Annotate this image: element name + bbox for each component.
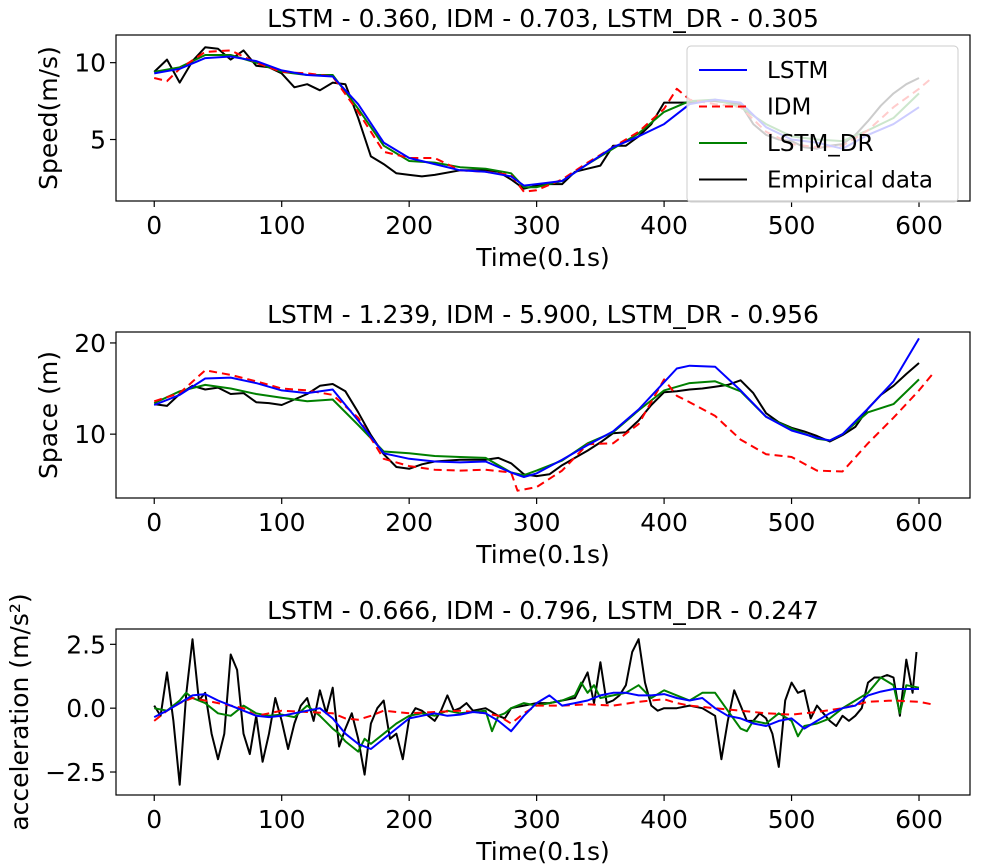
x-tick-label: 300 bbox=[513, 805, 561, 834]
subplot-title: LSTM - 1.239, IDM - 5.900, LSTM_DR - 0.9… bbox=[267, 300, 819, 329]
x-tick-label: 100 bbox=[258, 805, 306, 834]
subplot-3: LSTM - 0.666, IDM - 0.796, LSTM_DR - 0.2… bbox=[5, 593, 971, 866]
subplot-1: LSTM - 0.360, IDM - 0.703, LSTM_DR - 0.3… bbox=[34, 4, 971, 272]
y-tick-label: −2.5 bbox=[45, 758, 106, 787]
series-line-idm bbox=[153, 369, 933, 492]
x-tick-label: 400 bbox=[640, 508, 688, 537]
x-tick-label: 500 bbox=[768, 508, 816, 537]
x-tick-label: 300 bbox=[513, 211, 561, 240]
series-line-empirical-data bbox=[154, 362, 920, 478]
x-tick-label: 500 bbox=[768, 805, 816, 834]
series-line-lstm bbox=[153, 688, 919, 750]
legend: LSTM IDM LSTM_DR Empirical data bbox=[686, 45, 959, 203]
legend-label: IDM bbox=[767, 95, 811, 121]
series-line-empirical-data bbox=[153, 638, 918, 786]
y-tick-label: 20 bbox=[74, 329, 106, 358]
y-axis-label: Space (m) bbox=[34, 351, 63, 479]
x-tick-label: 100 bbox=[258, 508, 306, 537]
subplot-2: LSTM - 1.239, IDM - 5.900, LSTM_DR - 0.9… bbox=[34, 300, 971, 569]
legend-box bbox=[686, 45, 959, 203]
legend-label: Empirical data bbox=[767, 168, 933, 194]
x-tick-label: 200 bbox=[385, 805, 433, 834]
y-tick-label: 2.5 bbox=[66, 630, 106, 659]
x-tick-label: 200 bbox=[385, 211, 433, 240]
x-tick-label: 600 bbox=[895, 211, 943, 240]
x-tick-label: 400 bbox=[640, 805, 688, 834]
x-tick-label: 100 bbox=[258, 211, 306, 240]
x-tick-label: 0 bbox=[146, 805, 162, 834]
x-axis-label: Time(0.1s) bbox=[475, 540, 609, 569]
legend-label: LSTM_DR bbox=[767, 131, 874, 157]
subplot-title: LSTM - 0.666, IDM - 0.796, LSTM_DR - 0.2… bbox=[267, 596, 819, 625]
axes-frame bbox=[115, 331, 971, 499]
x-tick-label: 600 bbox=[895, 508, 943, 537]
y-tick-label: 10 bbox=[74, 420, 106, 449]
x-tick-label: 0 bbox=[146, 211, 162, 240]
x-tick-label: 400 bbox=[640, 211, 688, 240]
series-line-idm bbox=[153, 49, 933, 193]
y-tick-label: 5 bbox=[90, 126, 106, 155]
y-tick-label: 10 bbox=[74, 49, 106, 78]
x-axis-label: Time(0.1s) bbox=[475, 243, 609, 272]
y-axis-label: Speed(m/s) bbox=[34, 46, 63, 190]
x-tick-label: 500 bbox=[768, 211, 816, 240]
series-line-lstm_dr bbox=[153, 378, 920, 477]
y-axis-label: acceleration (m/s²) bbox=[5, 593, 34, 830]
series-line-lstm_dr bbox=[154, 676, 920, 753]
y-tick-label: 0.0 bbox=[66, 694, 106, 723]
x-tick-label: 600 bbox=[895, 805, 943, 834]
series-group bbox=[153, 337, 933, 492]
axes-frame bbox=[115, 34, 971, 202]
x-tick-label: 0 bbox=[146, 508, 162, 537]
x-axis-label: Time(0.1s) bbox=[475, 837, 609, 866]
x-tick-label: 300 bbox=[513, 508, 561, 537]
subplot-title: LSTM - 0.360, IDM - 0.703, LSTM_DR - 0.3… bbox=[267, 4, 819, 33]
legend-label: LSTM bbox=[767, 58, 828, 84]
axes-frame bbox=[115, 628, 971, 796]
x-tick-label: 200 bbox=[385, 508, 433, 537]
series-group bbox=[153, 638, 932, 786]
series-line-lstm bbox=[153, 337, 920, 478]
